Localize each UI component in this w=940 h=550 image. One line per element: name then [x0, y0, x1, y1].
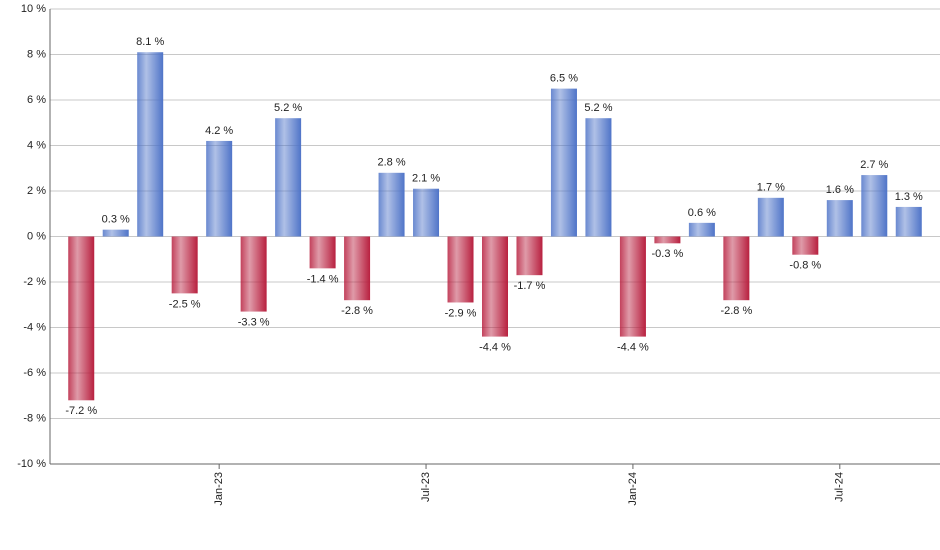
value-label: -3.3 % — [238, 316, 270, 328]
bar — [447, 236, 474, 303]
bar — [206, 140, 233, 237]
x-tick-label: Jul-23 — [420, 472, 432, 502]
value-label: 1.7 % — [757, 182, 785, 194]
bar — [895, 206, 922, 237]
x-tick-label: Jan-23 — [213, 472, 225, 506]
bar — [550, 88, 577, 237]
value-label: -2.8 % — [720, 305, 752, 317]
y-tick-label: -8 % — [23, 412, 46, 424]
bar — [826, 200, 853, 237]
bar — [275, 118, 302, 237]
bar — [137, 52, 164, 237]
y-tick-label: 10 % — [21, 3, 46, 15]
y-tick-label: -2 % — [23, 276, 46, 288]
y-tick-label: 0 % — [27, 230, 46, 242]
bar — [585, 118, 612, 237]
y-tick-label: -10 % — [17, 458, 46, 470]
bar — [688, 222, 715, 237]
bar — [68, 236, 95, 401]
bar — [378, 172, 405, 237]
bar — [482, 236, 508, 337]
bar — [413, 188, 440, 237]
value-label: -4.4 % — [617, 342, 649, 354]
value-label: -2.8 % — [341, 305, 373, 317]
y-tick-label: -6 % — [23, 367, 46, 379]
y-tick-label: 4 % — [27, 139, 46, 151]
value-label: 0.6 % — [688, 207, 716, 219]
value-label: -2.5 % — [169, 298, 201, 310]
value-label: -4.4 % — [479, 342, 511, 354]
value-label: -0.3 % — [652, 248, 684, 260]
value-label: 2.7 % — [860, 159, 888, 171]
bar — [344, 236, 371, 301]
bar — [309, 236, 336, 269]
value-label: 4.2 % — [205, 125, 233, 137]
bar — [171, 236, 198, 294]
value-label: -1.7 % — [514, 280, 546, 292]
bar — [654, 236, 681, 244]
y-tick-label: -4 % — [23, 321, 46, 333]
bar — [861, 175, 888, 237]
bar — [240, 236, 267, 312]
value-label: 5.2 % — [584, 102, 612, 114]
value-label: -2.9 % — [445, 307, 477, 319]
y-tick-label: 2 % — [27, 185, 46, 197]
bar — [102, 229, 129, 237]
bar — [619, 236, 646, 337]
y-tick-label: 8 % — [27, 48, 46, 60]
x-tick-label: Jul-24 — [834, 472, 846, 502]
value-label: -1.4 % — [307, 273, 339, 285]
value-label: -7.2 % — [65, 405, 97, 417]
y-tick-label: 6 % — [27, 94, 46, 106]
bar — [792, 236, 819, 255]
value-label: -0.8 % — [789, 260, 821, 272]
value-label: 1.3 % — [895, 191, 923, 203]
bar — [516, 236, 543, 276]
bar — [757, 197, 784, 237]
value-label: 0.3 % — [102, 214, 130, 226]
value-label: 2.8 % — [377, 157, 405, 169]
value-label: 6.5 % — [550, 73, 578, 85]
value-label: 5.2 % — [274, 102, 302, 114]
x-tick-label: Jan-24 — [627, 472, 639, 506]
value-label: 8.1 % — [136, 36, 164, 48]
value-label: 2.1 % — [412, 173, 440, 185]
value-label: 1.6 % — [826, 184, 854, 196]
bar — [723, 236, 750, 301]
